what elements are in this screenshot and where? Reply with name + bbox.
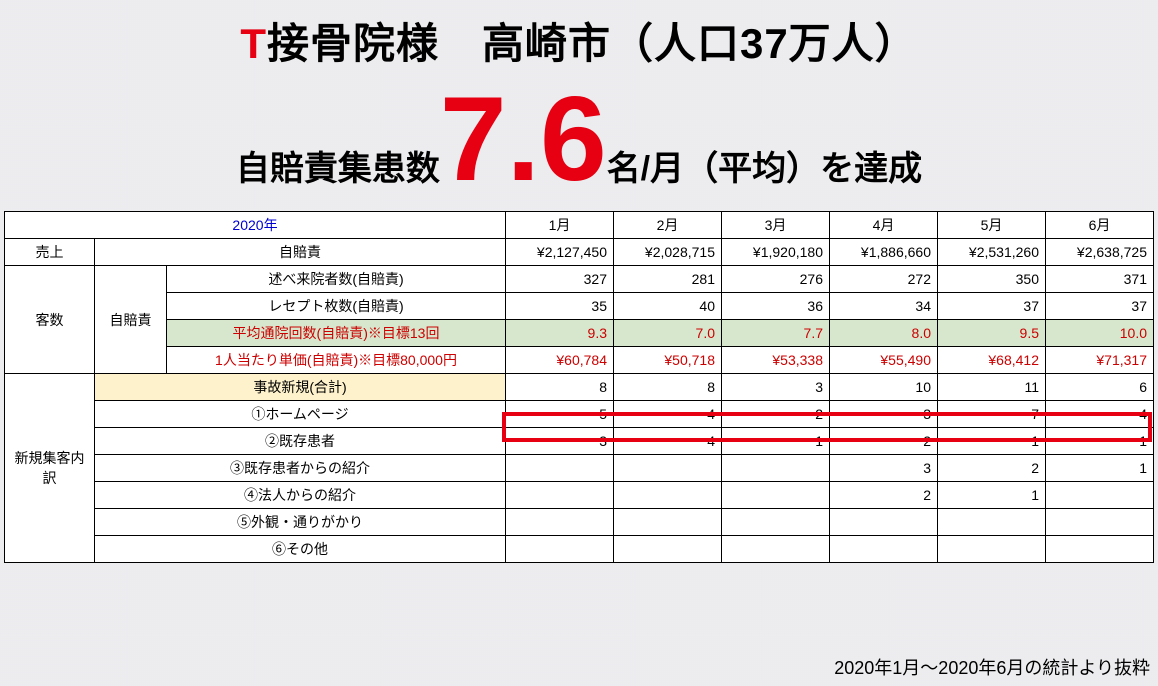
lab-new-total: 事故新規(合計) [95, 374, 506, 401]
lab-avg-visits: 平均通院回数(自賠責)※目標13回 [167, 320, 506, 347]
sub-sales: 自賠責 [95, 239, 506, 266]
lab-hp: ①ホームページ [95, 401, 506, 428]
lab-referral: ③既存患者からの紹介 [95, 455, 506, 482]
month-2: 2月 [614, 212, 722, 239]
row-corp: ④法人からの紹介 2 1 [5, 482, 1154, 509]
header-row: 2020年 1月 2月 3月 4月 5月 6月 [5, 212, 1154, 239]
row-referral: ③既存患者からの紹介 3 2 1 [5, 455, 1154, 482]
subtitle-pre: 自賠責集患数 [236, 141, 440, 190]
title-block: T接骨院様 高崎市（人口37万人） 自賠責集患数 7.6 名/月（平均）を達成 [0, 0, 1158, 199]
month-6: 6月 [1046, 212, 1154, 239]
lab-unit-price: 1人当たり単価(自賠責)※目標80,000円 [167, 347, 506, 374]
row-walkin: ⑤外観・通りがかり [5, 509, 1154, 536]
row-sales: 売上 自賠責 ¥2,127,450 ¥2,028,715 ¥1,920,180 … [5, 239, 1154, 266]
big-number: 7.6 [440, 79, 607, 199]
subtitle-post: 名/月（平均）を達成 [607, 141, 922, 190]
page-title: T接骨院様 高崎市（人口37万人） [0, 10, 1158, 71]
title-rest: 接骨院様 高崎市（人口37万人） [267, 20, 918, 67]
cat-sales: 売上 [5, 239, 95, 266]
cat-customers: 客数 [5, 266, 95, 374]
row-other: ⑥その他 [5, 536, 1154, 563]
lab-other: ⑥その他 [95, 536, 506, 563]
lab-visits: 述べ来院者数(自賠責) [167, 266, 506, 293]
row-new-total: 新規集客内訳 事故新規(合計) 8 8 3 10 11 6 [5, 374, 1154, 401]
month-1: 1月 [506, 212, 614, 239]
row-hp: ①ホームページ 5 4 2 3 7 4 [5, 401, 1154, 428]
footer-note: 2020年1月～2020年6月の統計より抜粋 [834, 654, 1150, 680]
row-existing: ②既存患者 3 4 1 2 1 1 [5, 428, 1154, 455]
month-5: 5月 [938, 212, 1046, 239]
subtitle: 自賠責集患数 7.6 名/月（平均）を達成 [0, 79, 1158, 199]
title-accent: T [240, 20, 267, 67]
lab-corp: ④法人からの紹介 [95, 482, 506, 509]
month-4: 4月 [830, 212, 938, 239]
row-receipts: レセプト枚数(自賠責) 35 40 36 34 37 37 [5, 293, 1154, 320]
row-avg-visits: 平均通院回数(自賠責)※目標13回 9.3 7.0 7.7 8.0 9.5 10… [5, 320, 1154, 347]
cat-new: 新規集客内訳 [5, 374, 95, 563]
sub-customers: 自賠責 [95, 266, 167, 374]
lab-existing: ②既存患者 [95, 428, 506, 455]
lab-receipts: レセプト枚数(自賠責) [167, 293, 506, 320]
data-table: 2020年 1月 2月 3月 4月 5月 6月 売上 自賠責 ¥2,127,45… [4, 211, 1154, 563]
year-cell: 2020年 [5, 212, 506, 239]
row-visits: 客数 自賠責 述べ来院者数(自賠責) 327 281 276 272 350 3… [5, 266, 1154, 293]
month-3: 3月 [722, 212, 830, 239]
lab-walkin: ⑤外観・通りがかり [95, 509, 506, 536]
row-unit-price: 1人当たり単価(自賠責)※目標80,000円 ¥60,784 ¥50,718 ¥… [5, 347, 1154, 374]
